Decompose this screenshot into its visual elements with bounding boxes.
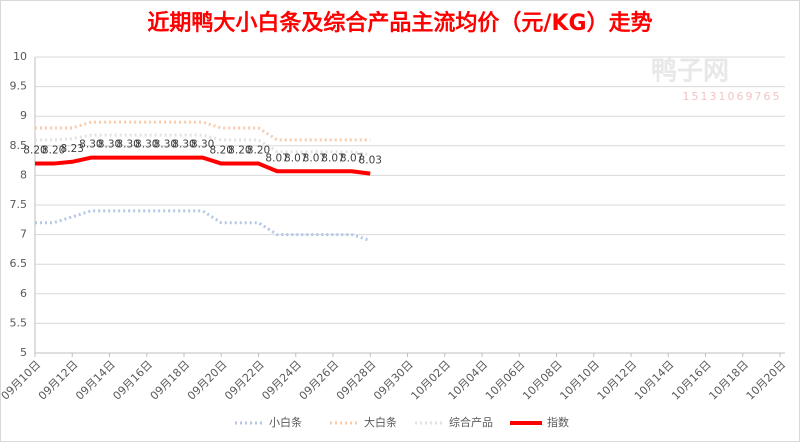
series-line <box>35 133 371 157</box>
y-tick-label: 9.5 <box>10 80 28 93</box>
legend-label: 指数 <box>547 415 569 429</box>
y-tick-label: 5 <box>20 346 27 359</box>
data-label: 8.30 <box>98 139 121 151</box>
series-line <box>35 155 371 176</box>
data-label: 8.20 <box>42 145 65 157</box>
y-tick-label: 9 <box>20 109 27 122</box>
data-label: 8.07 <box>340 152 363 164</box>
data-label: 8.20 <box>23 145 46 157</box>
data-label: 8.07 <box>265 152 288 164</box>
data-label: 8.20 <box>247 145 270 157</box>
y-tick-label: 7 <box>20 228 27 241</box>
y-tick-label: 5.5 <box>10 316 28 329</box>
watermark: 鸭子网 <box>651 57 729 87</box>
legend-label: 大白条 <box>364 415 397 429</box>
legend-label: 小白条 <box>269 415 302 429</box>
data-label: 8.07 <box>284 152 307 164</box>
data-label: 8.07 <box>321 152 344 164</box>
y-tick-label: 8.5 <box>10 139 28 152</box>
data-label: 8.30 <box>116 139 139 151</box>
data-label: 8.20 <box>228 145 251 157</box>
chart-title: 近期鸭大小白条及综合产品主流均价（元/KG）走势 <box>147 10 652 36</box>
legend-label: 综合产品 <box>449 415 493 429</box>
data-label: 8.07 <box>303 152 326 164</box>
y-tick-label: 8 <box>20 168 27 181</box>
data-label: 8.30 <box>79 139 102 151</box>
data-label: 8.20 <box>210 145 233 157</box>
data-label: 8.30 <box>154 139 177 151</box>
watermark-phone: 15131069765 <box>683 90 782 103</box>
y-tick-label: 6 <box>20 287 27 300</box>
series-line <box>35 120 371 142</box>
data-label: 8.30 <box>172 139 195 151</box>
y-tick-label: 7.5 <box>10 198 28 211</box>
data-label: 8.23 <box>61 143 84 155</box>
y-tick-label: 6.5 <box>10 257 28 270</box>
data-label: 8.03 <box>359 155 382 167</box>
data-label: 8.30 <box>135 139 158 151</box>
y-tick-label: 10 <box>13 50 27 63</box>
data-label: 8.30 <box>191 139 214 151</box>
